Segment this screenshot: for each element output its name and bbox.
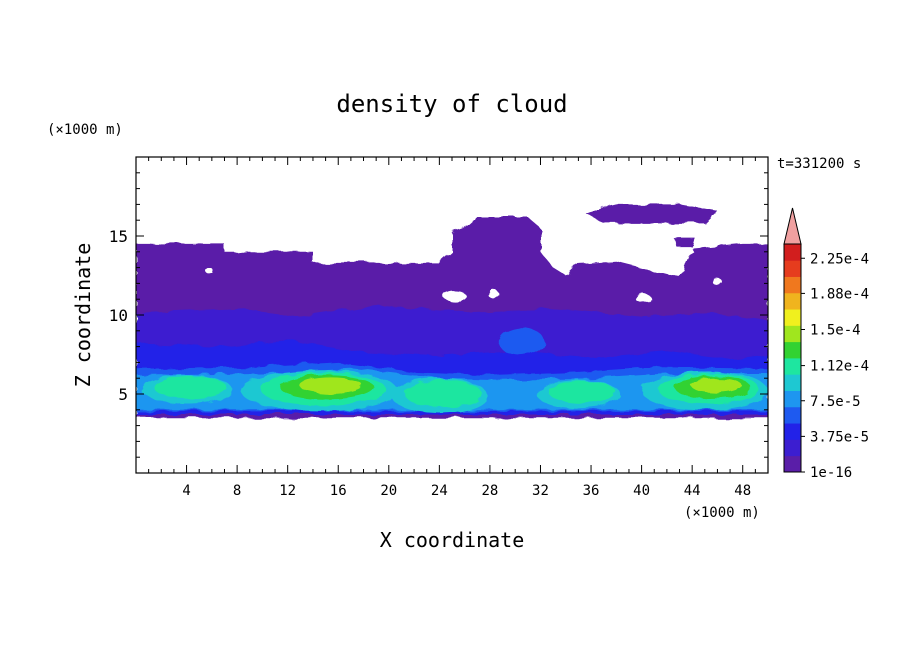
cloud-contours <box>136 204 768 418</box>
colorbar-tick-label: 1.12e-4 <box>810 359 869 375</box>
small-cloud <box>673 237 695 248</box>
patch-level-3 <box>498 327 545 357</box>
x-tick-label: 24 <box>431 483 448 499</box>
detached-cloud <box>584 204 718 224</box>
colorbar: 2.25e-4 1.88e-4 1.5e-4 1.12e-4 7.5e-5 3.75e-5… <box>783 207 869 481</box>
y-tick-label: 15 <box>109 227 128 246</box>
core-level-8 <box>299 376 363 394</box>
y-axis-ticks: 5 10 15 <box>109 172 768 458</box>
core-level-6 <box>153 375 227 399</box>
x-tick-label: 44 <box>684 483 701 499</box>
colorbar-segment <box>784 244 801 261</box>
colorbar-segment <box>784 423 801 440</box>
cloud-gap <box>205 267 214 274</box>
cloud-density-field <box>136 204 768 418</box>
core-level-8 <box>690 377 742 393</box>
colorbar-segment <box>784 341 801 359</box>
x-tick-label: 4 <box>182 483 190 499</box>
time-label: t=331200 s <box>777 156 861 172</box>
y-tick-label: 5 <box>118 385 128 404</box>
colorbar-segment <box>784 309 801 326</box>
colorbar-segment <box>784 358 801 375</box>
y-tick-label: 10 <box>109 306 128 325</box>
x-tick-label: 8 <box>233 483 241 499</box>
colorbar-segment <box>784 374 801 391</box>
colorbar-segment <box>784 390 801 408</box>
colorbar-segment <box>784 455 801 473</box>
x-tick-label: 28 <box>481 483 498 499</box>
colorbar-segment <box>784 292 801 310</box>
colorbar-segment <box>784 439 801 457</box>
x-tick-label: 32 <box>532 483 549 499</box>
core-level-6 <box>404 379 482 408</box>
cloud-gap <box>712 278 723 285</box>
cloud-gap <box>636 294 652 304</box>
colorbar-segment <box>784 276 801 294</box>
core-level-6 <box>548 380 616 404</box>
colorbar-segment <box>784 260 801 277</box>
colorbar-tick-label: 1.5e-4 <box>810 323 861 339</box>
colorbar-tick-label: 2.25e-4 <box>810 251 869 267</box>
colorbar-tick-label: 3.75e-5 <box>810 429 869 445</box>
cloud-gap <box>488 289 499 300</box>
x-axis-ticks: 4 8 12 16 20 24 28 32 36 40 44 48 <box>148 157 756 499</box>
colorbar-tick-label: 1e-16 <box>810 465 852 481</box>
x-tick-label: 16 <box>330 483 347 499</box>
y-unit-label: (×1000 m) <box>47 122 123 138</box>
x-axis-title: X coordinate <box>380 528 525 552</box>
x-tick-label: 36 <box>583 483 600 499</box>
colorbar-segment <box>784 325 801 343</box>
x-unit-label: (×1000 m) <box>684 505 760 521</box>
colorbar-tick-label: 1.88e-4 <box>810 286 869 302</box>
colorbar-tick-label: 7.5e-5 <box>810 394 861 410</box>
colorbar-segment <box>784 406 801 424</box>
x-tick-label: 40 <box>633 483 650 499</box>
colorbar-extend-arrow <box>783 207 802 245</box>
x-tick-label: 12 <box>279 483 296 499</box>
y-axis-title: Z coordinate <box>71 243 95 388</box>
colorbar-frame <box>783 243 802 473</box>
x-tick-label: 20 <box>380 483 397 499</box>
x-tick-label: 48 <box>734 483 751 499</box>
cloud-gap <box>443 290 466 302</box>
chart-title: density of cloud <box>336 90 567 118</box>
